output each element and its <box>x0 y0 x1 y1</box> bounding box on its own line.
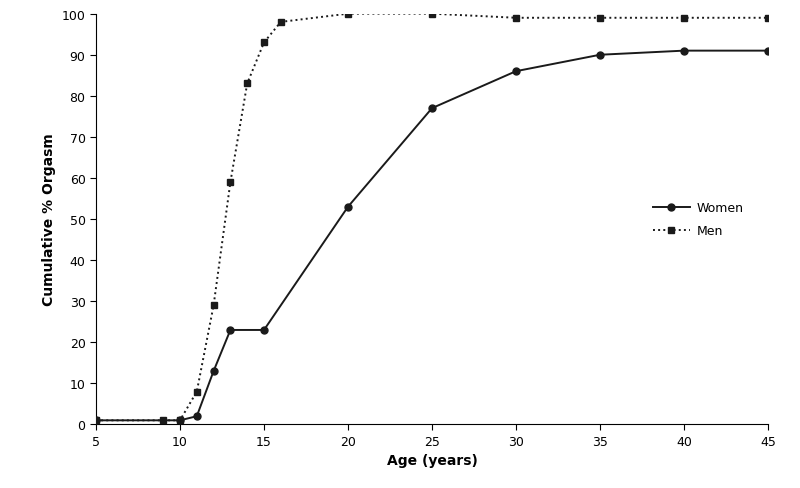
Legend: Women, Men: Women, Men <box>647 197 748 243</box>
Women <box>511 69 521 75</box>
Men <box>276 20 286 26</box>
Women <box>343 204 353 210</box>
Women <box>226 327 235 333</box>
Men <box>91 418 101 424</box>
Men <box>242 81 252 87</box>
Men <box>595 16 605 21</box>
Men <box>679 16 689 21</box>
Women <box>209 368 218 374</box>
Women <box>427 106 437 112</box>
Men <box>158 418 168 424</box>
Women <box>192 413 202 419</box>
Men <box>259 41 269 46</box>
Women <box>259 327 269 333</box>
Y-axis label: Cumulative % Orgasm: Cumulative % Orgasm <box>42 133 56 306</box>
Line: Women: Women <box>93 48 771 424</box>
Men <box>343 12 353 18</box>
X-axis label: Age (years): Age (years) <box>386 453 478 468</box>
Men <box>511 16 521 21</box>
Men <box>427 12 437 18</box>
Men <box>763 16 773 21</box>
Women <box>175 418 185 424</box>
Women <box>679 49 689 55</box>
Men <box>175 418 185 424</box>
Women <box>91 418 101 424</box>
Women <box>763 49 773 55</box>
Women <box>595 53 605 59</box>
Men <box>192 389 202 395</box>
Men <box>226 180 235 185</box>
Men <box>209 303 218 308</box>
Line: Men: Men <box>93 11 771 424</box>
